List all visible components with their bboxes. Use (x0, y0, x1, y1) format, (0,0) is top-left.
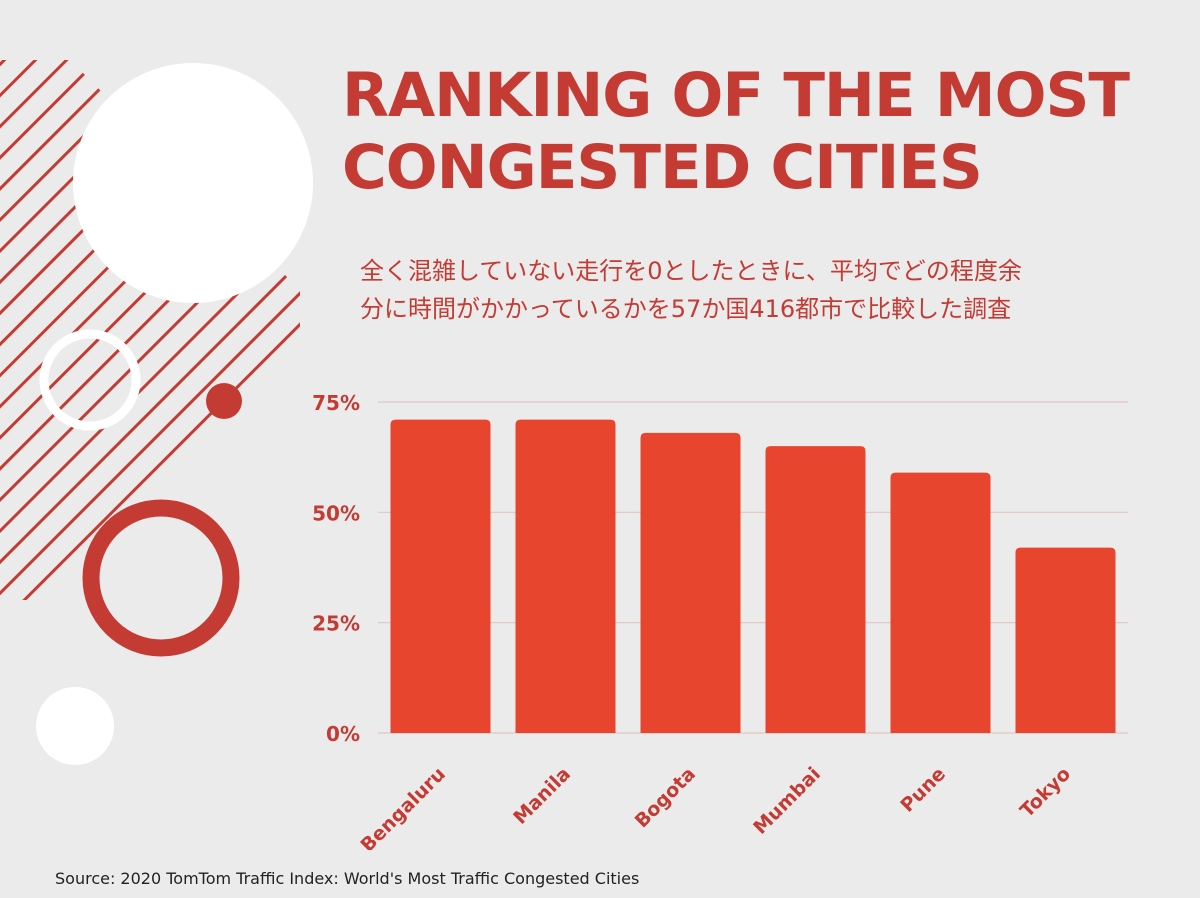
chart-subtitle: 全く混雑していない走行を0としたときに、平均でどの程度余 分に時間がかかっている… (360, 252, 1180, 328)
bar-chart: 0% 25% 50% 75% Bengaluru Manila Bogota Mumbai P… (312, 391, 1128, 850)
red-ring (82, 499, 240, 657)
y-tick-label: 0% (326, 722, 360, 746)
y-tick-label: 50% (312, 501, 360, 525)
small-white-circle (36, 687, 114, 765)
x-tick-label: Mumbai (749, 763, 825, 839)
x-tick-label: Pune (896, 763, 950, 817)
bar-manila (515, 419, 616, 733)
white-ring (39, 329, 141, 431)
x-axis-ticks: Bengaluru Manila Bogota Mumbai Pune Tokyo (357, 763, 1076, 850)
chart-title: RANKING OF THE MOST CONGESTED CITIES (342, 60, 1182, 204)
decorative-background (0, 60, 313, 765)
y-tick-label: 25% (312, 612, 360, 636)
bar-bengaluru (390, 419, 491, 733)
subtitle-line-1: 全く混雑していない走行を0としたときに、平均でどの程度余 (360, 257, 1022, 285)
subtitle-line-2: 分に時間がかかっているかを57か国416都市で比較した調査 (360, 295, 1012, 323)
source-note: Source: 2020 TomTom Traffic Index: World… (55, 869, 640, 888)
bar-pune (890, 472, 991, 733)
bars (390, 419, 1116, 733)
bar-tokyo (1015, 547, 1116, 733)
title-line-1: RANKING OF THE MOST (342, 60, 1130, 131)
title-line-2: CONGESTED CITIES (342, 132, 983, 203)
x-tick-label: Bengaluru (357, 763, 451, 850)
x-tick-label: Bogota (631, 763, 700, 832)
small-red-dot (206, 383, 242, 419)
gridlines (378, 401, 1128, 734)
bar-mumbai (765, 446, 866, 733)
large-white-circle (73, 63, 313, 303)
bar-bogota (640, 432, 741, 733)
y-tick-label: 75% (312, 391, 360, 415)
x-tick-label: Tokyo (1016, 763, 1075, 822)
x-tick-label: Manila (509, 763, 575, 829)
y-axis-ticks: 0% 25% 50% 75% (312, 391, 360, 746)
